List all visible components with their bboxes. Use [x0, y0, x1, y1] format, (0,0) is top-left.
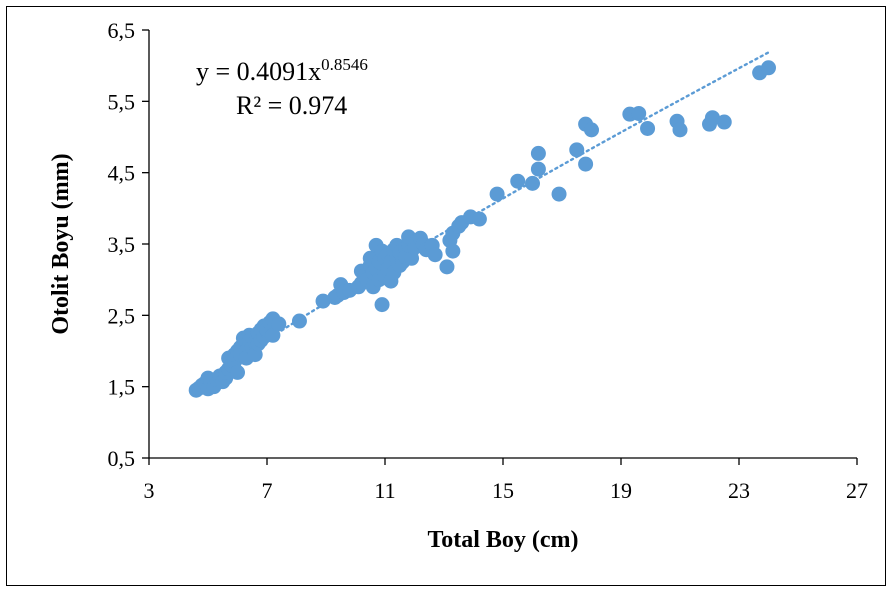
- y-tick-label: 0,5: [108, 446, 136, 471]
- y-axis-title: Otolit Boyu (mm): [48, 153, 74, 334]
- y-tick-label: 5,5: [108, 89, 136, 114]
- equation-base: y = 0.4091x: [196, 57, 321, 86]
- data-point: [439, 259, 455, 275]
- data-point: [578, 156, 594, 172]
- data-point: [631, 105, 647, 121]
- data-point: [374, 297, 390, 313]
- data-point: [704, 110, 720, 126]
- y-tick-label: 4,5: [108, 161, 136, 186]
- trendline-equation: y = 0.4091x0.8546: [196, 55, 368, 86]
- r-squared-label: R² = 0.974: [236, 91, 347, 120]
- data-point: [445, 243, 461, 259]
- x-tick-label: 7: [262, 478, 273, 503]
- chart-frame: [6, 6, 886, 586]
- equation-exponent: 0.8546: [321, 55, 368, 74]
- data-point: [471, 211, 487, 227]
- x-tick-label: 3: [144, 478, 155, 503]
- data-point: [551, 186, 567, 202]
- data-point: [569, 142, 585, 158]
- y-tick-label: 6,5: [108, 18, 136, 43]
- data-point: [230, 364, 245, 380]
- data-point: [271, 316, 287, 332]
- data-point: [489, 186, 505, 202]
- trendline: [195, 51, 770, 388]
- data-point: [525, 175, 540, 191]
- data-point: [672, 122, 688, 138]
- y-tick-label: 1,5: [108, 375, 136, 400]
- y-tick-label: 2,5: [108, 303, 136, 328]
- data-point: [761, 60, 776, 76]
- x-tick-label: 19: [610, 478, 632, 503]
- x-tick-label: 27: [846, 478, 868, 503]
- data-point: [265, 327, 281, 343]
- x-tick-label: 11: [374, 478, 395, 503]
- data-point: [640, 120, 656, 136]
- data-point: [530, 145, 546, 161]
- tick-labels: 3 7 11 15 19 23 27 0,5 1,5 2,5 3,5 4,5 5,5 6,5: [108, 18, 869, 503]
- x-tick-label: 15: [492, 478, 514, 503]
- axes: [142, 29, 858, 465]
- data-point: [291, 313, 307, 329]
- data-point: [530, 161, 546, 177]
- x-tick-label: 23: [728, 478, 750, 503]
- trendline-path: [195, 51, 770, 388]
- data-point: [315, 293, 331, 309]
- data-point: [584, 122, 599, 138]
- data-point: [716, 114, 732, 130]
- data-point: [427, 247, 443, 263]
- data-point: [510, 173, 526, 189]
- y-tick-label: 3,5: [108, 232, 136, 257]
- data-points: [188, 60, 776, 398]
- x-axis-title: Total Boy (cm): [427, 527, 578, 553]
